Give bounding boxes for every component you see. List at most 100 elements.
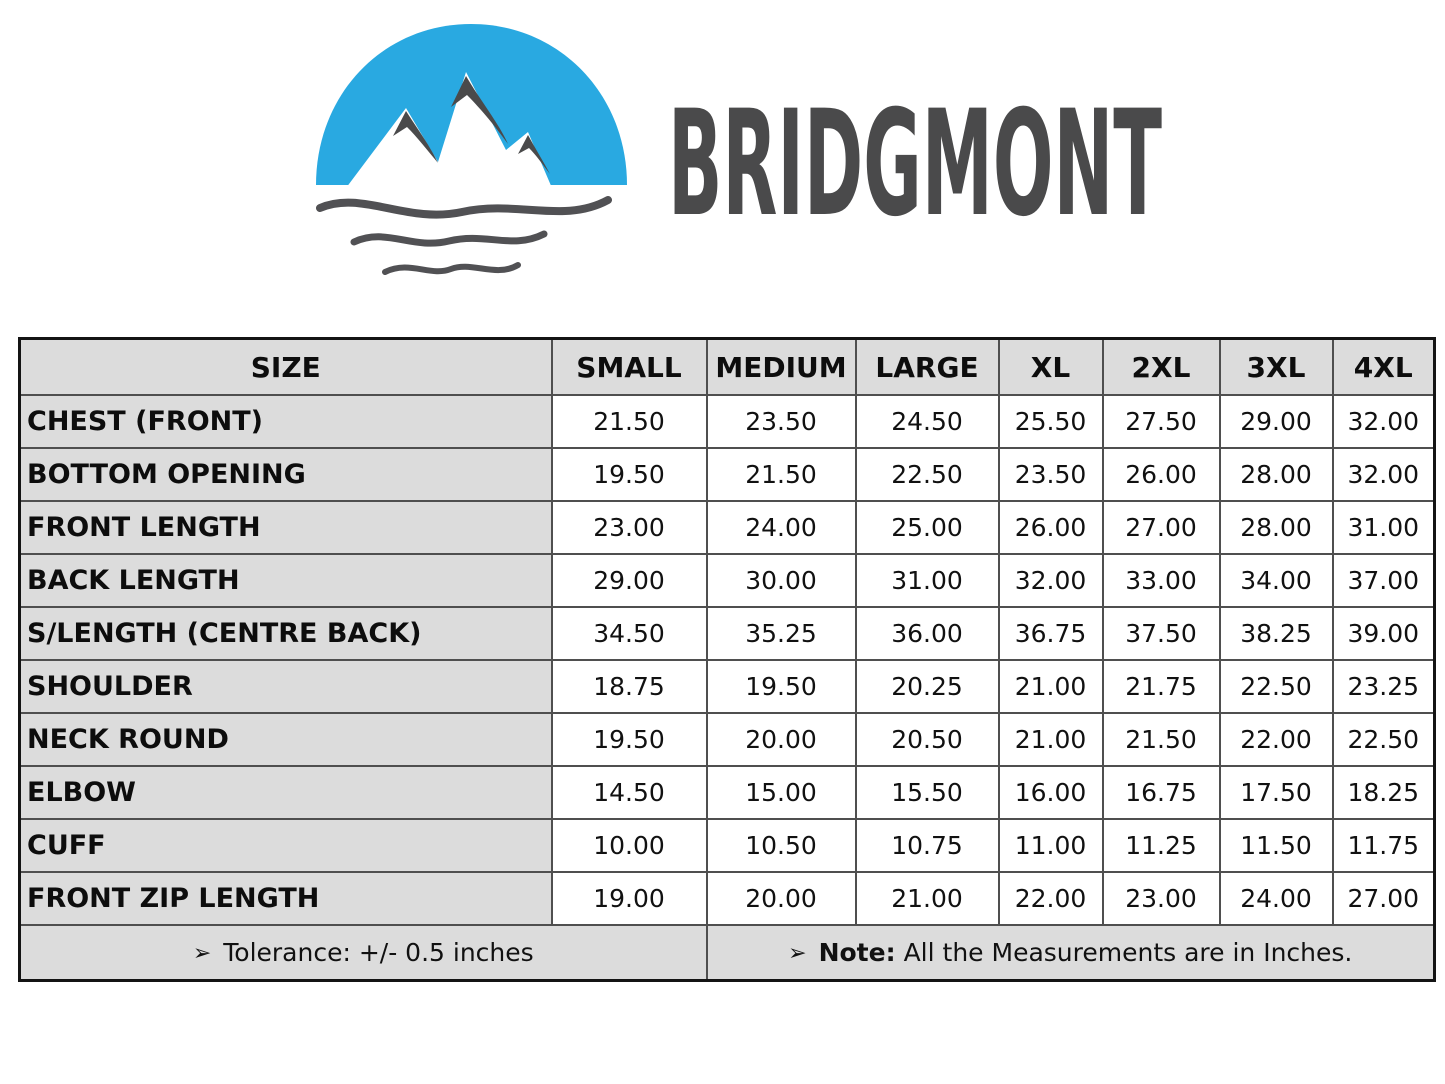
measurement-value: 35.25: [705, 606, 857, 661]
measurement-value: 14.50: [550, 765, 708, 820]
measurement-value: 16.75: [1101, 765, 1221, 820]
measurement-label: CHEST (FRONT): [18, 394, 553, 449]
measurement-value: 11.25: [1101, 818, 1221, 873]
header-size: SIZE: [18, 337, 553, 396]
note-cell: ➢ Note: All the Measurements are in Inches…: [705, 924, 1436, 982]
measurement-value: 23.50: [705, 394, 857, 449]
measurement-value: 34.00: [1218, 553, 1334, 608]
measurement-value: 34.50: [550, 606, 708, 661]
brand-wordmark: BRIDGMONT: [668, 104, 1162, 228]
measurement-value: 32.00: [1331, 447, 1436, 502]
measurement-value: 31.00: [1331, 500, 1436, 555]
measurement-label: ELBOW: [18, 765, 553, 820]
table-header-row: SIZE SMALL MEDIUM LARGE XL 2XL 3XL 4XL: [18, 337, 1436, 396]
table-row: ELBOW 14.50 15.00 15.50 16.00 16.75 17.50 18.25: [18, 765, 1436, 820]
tolerance-cell: ➢ Tolerance: +/- 0.5 inches: [18, 924, 708, 982]
size-table-body: CHEST (FRONT) 21.50 23.50 24.50 25.50 27.50 29…: [18, 394, 1436, 926]
note-label: Note:: [818, 938, 896, 967]
measurement-value: 28.00: [1218, 500, 1334, 555]
size-chart-table: SIZE SMALL MEDIUM LARGE XL 2XL 3XL 4XL C…: [18, 337, 1436, 982]
measurement-value: 27.50: [1101, 394, 1221, 449]
measurement-value: 25.50: [997, 394, 1104, 449]
measurement-label: SHOULDER: [18, 659, 553, 714]
measurement-value: 22.00: [997, 871, 1104, 926]
header-small: SMALL: [550, 337, 708, 396]
measurement-value: 20.50: [854, 712, 1000, 767]
measurement-value: 11.50: [1218, 818, 1334, 873]
measurement-value: 33.00: [1101, 553, 1221, 608]
measurement-value: 20.25: [854, 659, 1000, 714]
measurement-value: 29.00: [550, 553, 708, 608]
tolerance-text: Tolerance: +/- 0.5 inches: [223, 938, 534, 967]
measurement-value: 21.00: [997, 712, 1104, 767]
measurement-value: 19.50: [550, 447, 708, 502]
note-text: All the Measurements are in Inches.: [903, 938, 1353, 967]
header-4xl: 4XL: [1331, 337, 1436, 396]
measurement-value: 22.50: [854, 447, 1000, 502]
brand-header: BRIDGMONT: [0, 0, 1445, 320]
measurement-value: 36.00: [854, 606, 1000, 661]
measurement-value: 21.75: [1101, 659, 1221, 714]
table-row: FRONT LENGTH 23.00 24.00 25.00 26.00 27.00 28.…: [18, 500, 1436, 555]
table-row: NECK ROUND 19.50 20.00 20.50 21.00 21.50 22.00…: [18, 712, 1436, 767]
measurement-value: 37.50: [1101, 606, 1221, 661]
measurement-value: 11.75: [1331, 818, 1436, 873]
measurement-value: 21.50: [705, 447, 857, 502]
measurement-value: 22.50: [1331, 712, 1436, 767]
measurement-value: 17.50: [1218, 765, 1334, 820]
header-large: LARGE: [854, 337, 1000, 396]
measurement-value: 22.50: [1218, 659, 1334, 714]
measurement-value: 23.00: [550, 500, 708, 555]
measurement-value: 26.00: [997, 500, 1104, 555]
measurement-value: 27.00: [1101, 500, 1221, 555]
measurement-value: 24.50: [854, 394, 1000, 449]
measurement-value: 11.00: [997, 818, 1104, 873]
measurement-value: 38.25: [1218, 606, 1334, 661]
measurement-value: 26.00: [1101, 447, 1221, 502]
measurement-label: BACK LENGTH: [18, 553, 553, 608]
table-row: SHOULDER 18.75 19.50 20.25 21.00 21.75 22.50 23…: [18, 659, 1436, 714]
measurement-value: 18.75: [550, 659, 708, 714]
arrow-bullet-icon: ➢: [788, 941, 807, 966]
measurement-value: 21.50: [1101, 712, 1221, 767]
header-xl: XL: [997, 337, 1104, 396]
measurement-value: 27.00: [1331, 871, 1436, 926]
measurement-value: 19.50: [705, 659, 857, 714]
measurement-value: 19.00: [550, 871, 708, 926]
measurement-value: 25.00: [854, 500, 1000, 555]
table-row: BACK LENGTH 29.00 30.00 31.00 32.00 33.00 34.0…: [18, 553, 1436, 608]
measurement-value: 21.50: [550, 394, 708, 449]
measurement-label: CUFF: [18, 818, 553, 873]
measurement-value: 21.00: [997, 659, 1104, 714]
table-footer-row: ➢ Tolerance: +/- 0.5 inches ➢ Note: All the…: [18, 924, 1436, 982]
measurement-value: 28.00: [1218, 447, 1334, 502]
measurement-value: 10.75: [854, 818, 1000, 873]
measurement-value: 23.00: [1101, 871, 1221, 926]
measurement-value: 18.25: [1331, 765, 1436, 820]
measurement-value: 32.00: [1331, 394, 1436, 449]
measurement-value: 32.00: [997, 553, 1104, 608]
header-2xl: 2XL: [1101, 337, 1221, 396]
measurement-value: 29.00: [1218, 394, 1334, 449]
measurement-value: 30.00: [705, 553, 857, 608]
measurement-label: FRONT ZIP LENGTH: [18, 871, 553, 926]
measurement-value: 31.00: [854, 553, 1000, 608]
measurement-value: 10.50: [705, 818, 857, 873]
header-medium: MEDIUM: [705, 337, 857, 396]
brand-name-text: BRIDGMONT: [668, 104, 1162, 228]
measurement-value: 23.25: [1331, 659, 1436, 714]
measurement-value: 21.00: [854, 871, 1000, 926]
measurement-value: 19.50: [550, 712, 708, 767]
table-row: BOTTOM OPENING 19.50 21.50 22.50 23.50 26.00 2…: [18, 447, 1436, 502]
table-row: S/LENGTH (CENTRE BACK) 34.50 35.25 36.00 36.…: [18, 606, 1436, 661]
measurement-value: 15.50: [854, 765, 1000, 820]
measurement-value: 10.00: [550, 818, 708, 873]
measurement-value: 24.00: [705, 500, 857, 555]
table-row: FRONT ZIP LENGTH 19.00 20.00 21.00 22.00 23.0…: [18, 871, 1436, 926]
measurement-label: S/LENGTH (CENTRE BACK): [18, 606, 553, 661]
table-row: CUFF 10.00 10.50 10.75 11.00 11.25 11.50 11.75: [18, 818, 1436, 873]
mountain-logo-icon: [316, 24, 627, 275]
measurement-value: 23.50: [997, 447, 1104, 502]
arrow-bullet-icon: ➢: [192, 941, 212, 966]
measurement-value: 20.00: [705, 871, 857, 926]
